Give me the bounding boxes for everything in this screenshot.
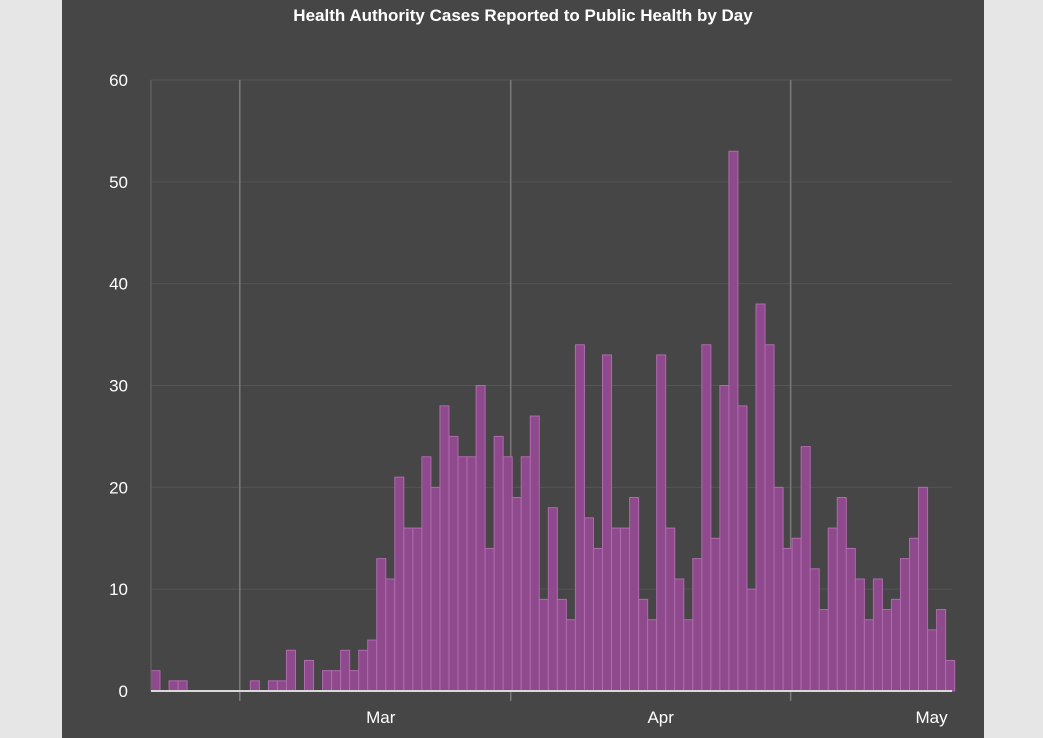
bar: [556, 598, 567, 692]
y-tick-label: 30: [109, 377, 128, 396]
bar: [484, 547, 495, 692]
bar: [683, 619, 694, 692]
bar: [818, 609, 829, 692]
bar: [267, 680, 278, 692]
axis-layer: [150, 80, 952, 692]
bar: [304, 659, 315, 692]
bar: [367, 639, 378, 692]
bar: [918, 486, 929, 692]
x-tick-label: May: [916, 708, 949, 727]
bar: [574, 344, 585, 692]
y-tick-label: 0: [119, 682, 128, 701]
y-tick-label: 40: [109, 275, 128, 294]
bar: [529, 415, 540, 692]
bar: [782, 547, 793, 692]
x-tick-label: Apr: [647, 708, 674, 727]
bar: [602, 354, 613, 692]
bar: [611, 527, 622, 692]
bar: [457, 456, 468, 692]
bar-chart: 0 10 20 30 40 50 60 Mar Apr May: [109, 71, 956, 727]
bar: [737, 405, 748, 692]
bar: [701, 344, 712, 692]
bar: [890, 598, 901, 692]
bar: [511, 497, 522, 692]
bar: [809, 568, 820, 692]
bar: [881, 609, 892, 692]
y-tick-label: 60: [109, 71, 128, 90]
bar: [285, 649, 296, 692]
bar: [150, 670, 161, 692]
bar: [538, 598, 549, 692]
bar: [872, 578, 883, 692]
bar: [412, 527, 423, 692]
bar: [863, 619, 874, 692]
bar: [791, 537, 802, 692]
bar: [710, 537, 721, 692]
bar: [638, 598, 649, 692]
bar: [394, 476, 405, 692]
bar: [475, 385, 486, 692]
bar: [249, 680, 260, 692]
bar: [520, 456, 531, 692]
bar: [592, 547, 603, 692]
chart-title: Health Authority Cases Reported to Publi…: [293, 6, 753, 25]
bar: [376, 558, 387, 692]
bar: [909, 537, 920, 692]
bar: [583, 517, 594, 692]
bar: [719, 385, 730, 692]
bar: [665, 527, 676, 692]
bar: [836, 497, 847, 692]
bar: [674, 578, 685, 692]
bar: [629, 497, 640, 692]
bar: [331, 670, 342, 692]
bar: [647, 619, 658, 692]
bar: [547, 507, 558, 692]
y-tick-label: 20: [109, 478, 128, 497]
bar: [349, 670, 360, 692]
x-tick-label: Mar: [366, 708, 396, 727]
y-tick-label: 10: [109, 580, 128, 599]
bars-layer: [150, 150, 956, 692]
bar: [276, 680, 287, 692]
bar: [421, 456, 432, 692]
bar: [746, 588, 757, 692]
bar: [439, 405, 450, 692]
bar: [358, 649, 369, 692]
bar: [945, 659, 956, 692]
bar: [177, 680, 188, 692]
bar: [340, 649, 351, 692]
bar: [448, 435, 459, 692]
bar: [692, 558, 703, 692]
bar: [899, 558, 911, 692]
bar: [927, 629, 938, 692]
bar: [764, 344, 775, 692]
bar: [403, 527, 414, 692]
bar: [620, 527, 631, 692]
bar: [773, 486, 784, 692]
chart-panel: Health Authority Cases Reported to Publi…: [62, 0, 984, 738]
bar: [728, 150, 739, 692]
bar: [936, 609, 947, 692]
bar: [322, 670, 333, 692]
bar: [800, 446, 811, 692]
bar: [385, 578, 396, 692]
bar: [827, 527, 838, 692]
bar: [430, 486, 441, 692]
bar: [565, 619, 576, 692]
bar: [755, 303, 766, 692]
bar: [466, 456, 477, 692]
bar: [845, 547, 856, 692]
bar: [656, 354, 667, 692]
labels-layer: 0 10 20 30 40 50 60 Mar Apr May: [109, 71, 948, 727]
bar: [168, 680, 179, 692]
y-tick-label: 50: [109, 173, 128, 192]
bar: [854, 578, 865, 692]
bar: [502, 456, 513, 692]
bar: [493, 435, 504, 692]
